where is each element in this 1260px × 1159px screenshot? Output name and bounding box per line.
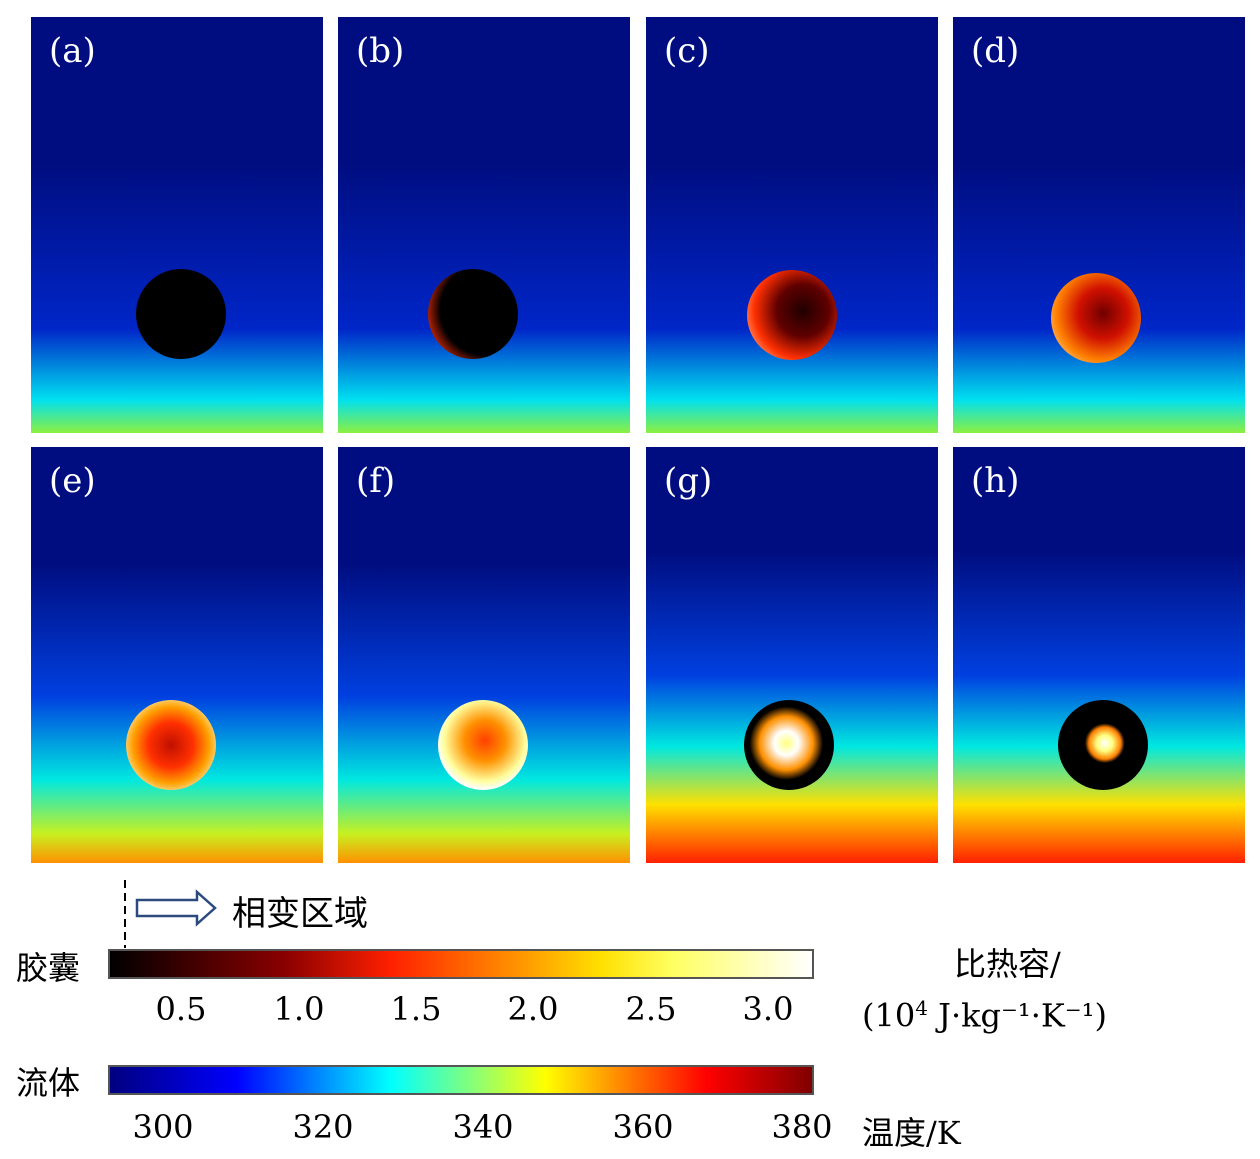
panel-label: (g): [664, 461, 713, 501]
title-line1: 比热容/: [954, 945, 1061, 983]
tick-label: 340: [452, 1108, 514, 1146]
panel-label: (f): [356, 461, 396, 501]
panel-h: (h): [953, 447, 1245, 863]
tick-label: 0.5: [155, 990, 207, 1028]
tick-label: 2.5: [625, 990, 677, 1028]
panel-label: (d): [971, 31, 1020, 71]
title-line2: (104 J·kg⁻¹·K⁻¹): [862, 986, 1107, 1038]
capsule: [1051, 273, 1141, 363]
phase-change-label: 相变区域: [232, 894, 368, 934]
capsule-side-label: 胶囊: [16, 949, 81, 987]
capsule: [1058, 700, 1148, 790]
capsule: [136, 269, 226, 359]
panel-e: (e): [31, 447, 323, 863]
panel-label: (h): [971, 461, 1020, 501]
phase-change-indicator: [124, 880, 217, 948]
tick-label: 1.5: [390, 990, 442, 1028]
panel-label: (c): [664, 31, 710, 71]
panel-f: (f): [338, 447, 630, 863]
tick-label: 320: [292, 1108, 354, 1146]
title-exponent: 4: [915, 996, 928, 1020]
capsule-colorbar: [108, 949, 814, 979]
panel-label: (a): [49, 31, 96, 71]
capsule: [744, 700, 834, 790]
capsule-colorbar-title: 比热容/ (104 J·kg⁻¹·K⁻¹): [862, 942, 1107, 1038]
panel-a: (a): [31, 17, 323, 433]
title-suffix: J·kg⁻¹·K⁻¹): [927, 996, 1107, 1035]
panel-g: (g): [646, 447, 938, 863]
title-prefix: (10: [862, 996, 916, 1035]
capsule: [428, 269, 518, 359]
tick-label: 300: [132, 1108, 194, 1146]
fluid-colorbar-title: 温度/K: [862, 1114, 961, 1152]
capsule: [126, 700, 216, 790]
tick-label: 2.0: [507, 990, 559, 1028]
panel-label: (e): [49, 461, 96, 501]
panel-b: (b): [338, 17, 630, 433]
capsule: [438, 700, 528, 790]
tick-label: 3.0: [742, 990, 794, 1028]
tick-label: 380: [771, 1108, 833, 1146]
panel-label: (b): [356, 31, 405, 71]
tick-label: 360: [612, 1108, 674, 1146]
capsule: [747, 270, 837, 360]
fluid-side-label: 流体: [16, 1064, 81, 1102]
tick-label: 1.0: [273, 990, 325, 1028]
arrow-right-icon: [135, 889, 217, 927]
panel-d: (d): [953, 17, 1245, 433]
panel-c: (c): [646, 17, 938, 433]
fluid-colorbar: [108, 1065, 814, 1095]
